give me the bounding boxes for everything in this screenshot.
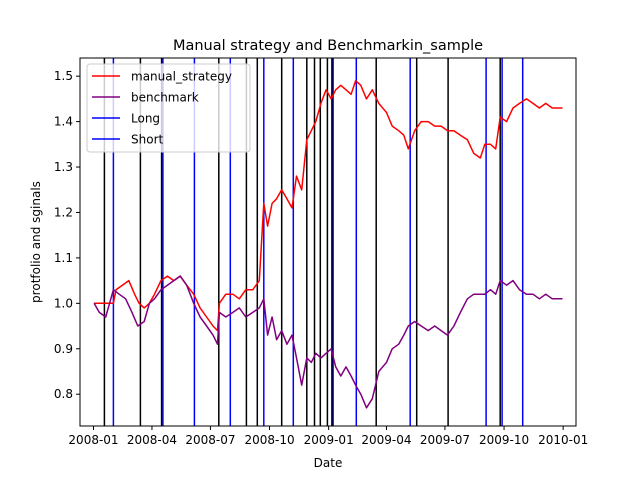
- x-tick-label: 2009-10: [479, 433, 529, 447]
- y-tick-label: 1.0: [54, 296, 73, 310]
- legend-label-manual-strategy: manual_strategy: [131, 70, 232, 84]
- x-tick-label: 2008-04: [127, 433, 177, 447]
- x-tick-label: 2009-07: [420, 433, 470, 447]
- legend: manual_strategy benchmark Long Short: [86, 63, 251, 153]
- x-tick-label: 2008-07: [185, 433, 235, 447]
- y-tick-label: 1.2: [54, 205, 73, 219]
- y-tick-label: 1.5: [54, 69, 73, 83]
- x-tick-label: 2008-01: [68, 433, 118, 447]
- benchmark-line: [93, 275, 563, 409]
- legend-label-short: Short: [131, 133, 163, 147]
- y-tick-label: 1.3: [54, 160, 73, 174]
- y-tick-label: 1.1: [54, 251, 73, 265]
- series-lines: [93, 79, 563, 409]
- y-tick-label: 0.9: [54, 342, 73, 356]
- chart-title: Manual strategy and Benchmarkin_sample: [173, 38, 483, 54]
- plot-frame: [79, 57, 577, 427]
- x-tick-label: 2009-01: [304, 433, 354, 447]
- legend-label-long: Long: [131, 112, 160, 126]
- y-tick-label: 1.4: [54, 115, 73, 129]
- legend-label-benchmark: benchmark: [131, 91, 199, 105]
- legend-box: [86, 63, 251, 153]
- x-tick-label: 2009-04: [361, 433, 411, 447]
- y-axis-label: protfolio and sginals: [29, 181, 43, 303]
- y-axis: 0.8 0.9 1.0 1.1 1.2 1.3 1.4 1.5: [54, 69, 80, 401]
- y-tick-label: 0.8: [54, 387, 73, 401]
- x-axis: 2008-01 2008-04 2008-07 2008-10 2009-01 2009-…: [68, 426, 588, 447]
- x-axis-label: Date: [314, 456, 343, 470]
- x-tick-label: 2010-01: [538, 433, 588, 447]
- x-tick-label: 2008-10: [244, 433, 294, 447]
